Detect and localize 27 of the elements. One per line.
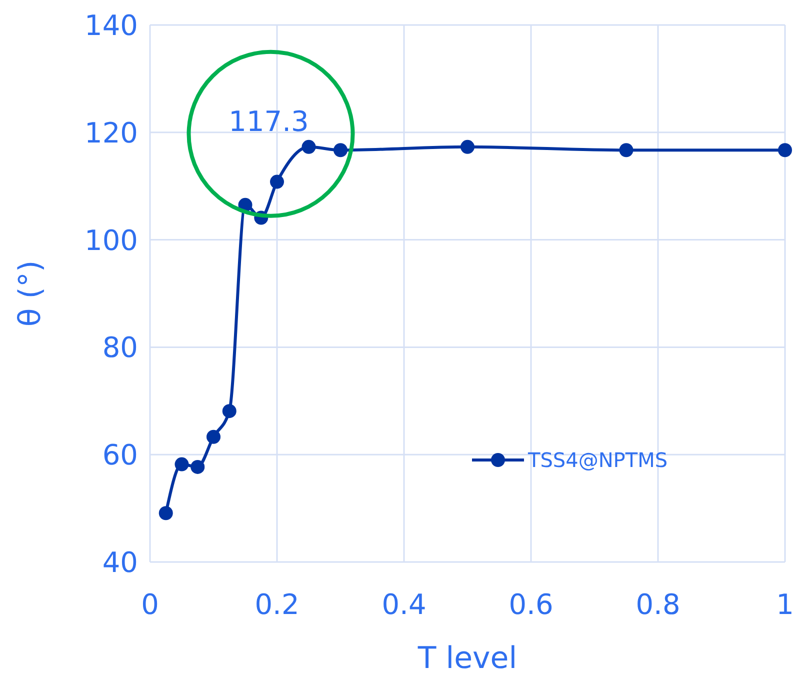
y-tick-label: 80 — [102, 331, 138, 364]
point — [778, 143, 792, 158]
point — [206, 430, 220, 444]
point — [619, 143, 634, 158]
point — [460, 140, 474, 154]
x-tick-label: 0.2 — [254, 588, 300, 621]
y-tick-label: 40 — [102, 546, 138, 579]
y-tick-label: 140 — [84, 9, 138, 42]
x-tick-label: 1 — [776, 588, 794, 621]
point — [190, 460, 205, 474]
point — [302, 140, 316, 154]
y-tick-label: 120 — [84, 116, 138, 150]
annotation: 117.3 — [228, 104, 309, 138]
x-tick-label: 0.6 — [508, 588, 554, 621]
y-tick-label: 100 — [84, 224, 138, 257]
point — [270, 174, 284, 189]
legend-label: TSS4@NPTMS — [527, 448, 668, 472]
x-tick-label: 0.4 — [382, 588, 426, 621]
x-tick-label: 0 — [141, 588, 159, 621]
point — [222, 404, 236, 418]
point — [334, 143, 348, 158]
point — [174, 457, 189, 472]
x-axis-title: T level — [416, 641, 518, 676]
point — [158, 506, 173, 520]
x-tick-label: 0.8 — [636, 588, 680, 621]
y-tick-label: 60 — [102, 438, 138, 472]
y-axis-title: θ (°) — [13, 260, 48, 327]
